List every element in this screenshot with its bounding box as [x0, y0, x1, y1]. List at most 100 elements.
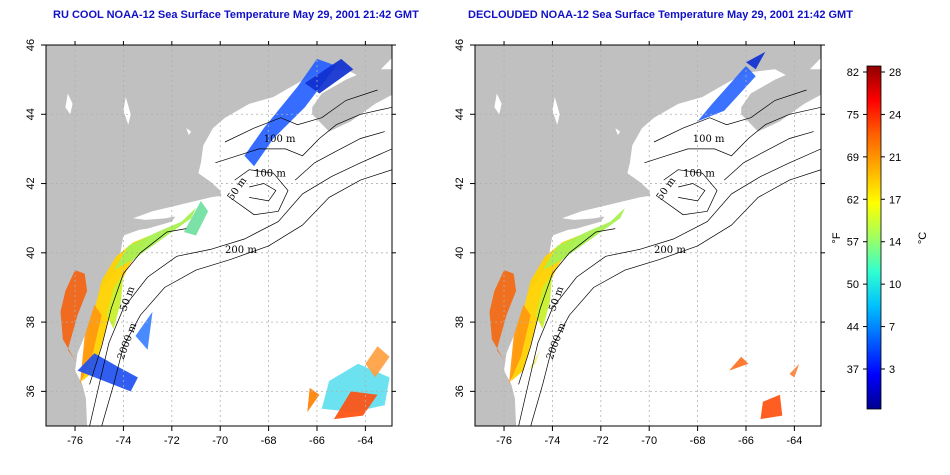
gulf-stream-warm	[760, 394, 783, 420]
contour-line-5	[644, 106, 821, 164]
x-tick-label: -70	[212, 435, 228, 447]
colorbar-celsius-unit: °C	[917, 232, 929, 244]
shelf-yellow-green	[535, 273, 553, 329]
contour-line-6	[653, 89, 807, 143]
contour-label: 2000 m	[116, 321, 140, 361]
colorbar-c-label: 21	[889, 152, 901, 164]
georges-patch	[183, 200, 209, 236]
contour-line-6	[224, 89, 378, 143]
colorbar-f-label: 50	[847, 279, 859, 291]
lake-2	[615, 128, 621, 136]
colorbar-c-label: 10	[889, 279, 901, 291]
contour-line-0	[89, 148, 392, 426]
x-tick-label: -64	[786, 435, 802, 447]
colorbar: 82 75 69 62 57 50 44 37 28 24 21 17 14 10 7 3 °F °C	[831, 65, 929, 410]
contour-line-3	[658, 169, 718, 216]
coastal-warm-strip	[508, 304, 531, 385]
colorbar-c-label: 7	[889, 322, 895, 334]
colorbar-f-label: 44	[847, 322, 859, 334]
y-tick-label: 36	[454, 385, 466, 397]
map-frame	[474, 44, 822, 427]
shelf-yellow-green	[106, 273, 124, 329]
colorbar-f-label: 57	[847, 237, 859, 249]
x-tick-label: -72	[164, 435, 180, 447]
colorbar-c-label: 24	[889, 109, 901, 121]
lake-0	[65, 93, 73, 115]
colorbar-c-label: 3	[889, 364, 895, 376]
contour-line-0	[518, 148, 821, 426]
nj-coast	[101, 245, 117, 267]
x-tick-label: -64	[357, 435, 373, 447]
land-mass	[475, 45, 821, 426]
cool-filament-south	[77, 353, 138, 392]
shelf-green-band	[542, 207, 625, 271]
colorbar-bar	[866, 65, 882, 410]
gridlines	[475, 45, 821, 426]
map-frame	[45, 44, 393, 427]
lake-0	[494, 93, 502, 115]
x-tick-label: -66	[309, 435, 325, 447]
lake-1	[552, 97, 560, 125]
contour-line-1	[530, 169, 821, 426]
colorbar-f-label: 62	[847, 194, 859, 206]
x-tick-label: -68	[690, 435, 706, 447]
contour-line-4	[249, 183, 277, 202]
colorbar-f-label: 69	[847, 152, 859, 164]
x-tick-label: -74	[544, 435, 560, 447]
y-tick-label: 44	[25, 108, 37, 120]
y-tick-label: 42	[25, 177, 37, 189]
bay-of-fundy-cool	[304, 58, 354, 94]
x-tick-label: -74	[115, 435, 131, 447]
contour-line-4	[678, 183, 706, 202]
contour-line-5	[215, 106, 392, 164]
y-tick-label: 38	[25, 316, 37, 328]
contour-line-7	[294, 131, 385, 181]
land-mass	[46, 45, 392, 426]
y-tick-label: 46	[454, 39, 466, 51]
axes: -76 -74 -72 -70 -68 -66 -64 46 44 42 40 38 36	[25, 39, 396, 447]
cool-patch-offshore	[135, 311, 153, 350]
y-tick-label: 36	[25, 385, 37, 397]
gulf-stream-warm-2	[307, 387, 320, 413]
y-tick-label: 40	[25, 247, 37, 259]
nearshore-patch	[528, 349, 541, 371]
axes: -76 -74 -72 -70 -68 -66 -64 46 44 42 40 38 36	[454, 39, 825, 447]
right-panel-title: DECLOUDED NOAA-12 Sea Surface Temperatur…	[468, 9, 853, 21]
contour-label: 100 m	[683, 169, 715, 180]
nova-scotia	[741, 69, 821, 132]
y-tick-label: 46	[25, 39, 37, 51]
gulf-of-maine-cool	[697, 65, 756, 122]
contour-line-7	[723, 131, 814, 181]
colorbar-c-label: 28	[889, 67, 901, 79]
contour-line-3	[229, 169, 289, 216]
contour-label: 2000 m	[545, 321, 569, 361]
contour-label: 200 m	[654, 245, 686, 256]
x-tick-label: -68	[261, 435, 277, 447]
x-tick-label: -76	[496, 435, 512, 447]
shelf-warm-band	[511, 235, 579, 381]
long-island	[123, 216, 176, 232]
x-tick-label: -66	[738, 435, 754, 447]
lake-2	[186, 128, 192, 136]
nj-coast	[530, 245, 546, 267]
long-island	[552, 216, 605, 232]
colorbar-c-label: 17	[889, 194, 901, 206]
shelf-warm-band	[82, 235, 150, 381]
bay-of-fundy-cool	[746, 51, 766, 70]
x-tick-label: -72	[593, 435, 609, 447]
y-tick-label: 44	[454, 108, 466, 120]
left-panel-title: RU COOL NOAA-12 Sea Surface Temperature …	[53, 9, 419, 21]
chesapeake-bay-sst	[60, 270, 88, 361]
lake-1	[123, 97, 131, 125]
contour-label: 200 m	[225, 245, 257, 256]
contour-label: 100 m	[693, 134, 725, 145]
y-tick-label: 38	[454, 316, 466, 328]
contour-label: 50 m	[655, 175, 679, 203]
x-tick-label: -76	[67, 435, 83, 447]
colorbar-f-label: 37	[847, 364, 859, 376]
